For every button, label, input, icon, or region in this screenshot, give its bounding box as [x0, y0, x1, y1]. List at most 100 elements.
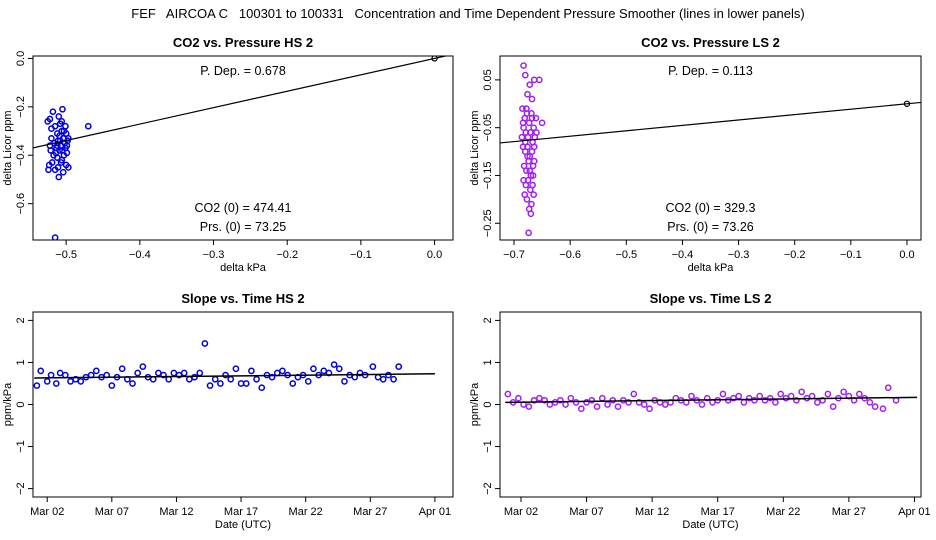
x-tick-label: Apr 01: [419, 506, 451, 518]
data-point: [525, 403, 533, 410]
data-point: [523, 105, 530, 112]
x-tick-label: Apr 01: [898, 506, 930, 518]
data-point: [519, 105, 526, 112]
data-point: [57, 159, 65, 166]
data-point: [118, 365, 126, 373]
pressure-zero-label: Prs. (0) = 73.25: [200, 220, 287, 234]
data-point: [546, 401, 554, 408]
co2-zero-label: CO2 (0) = 329.3: [666, 201, 756, 215]
data-point: [640, 401, 648, 408]
x-tick-label: −0.1: [350, 249, 372, 261]
y-tick-label: 1: [482, 359, 494, 365]
x-tick-label: Mar 02: [504, 506, 538, 518]
data-point: [588, 396, 596, 404]
x-tick-label: −0.3: [728, 249, 750, 261]
data-point: [523, 196, 531, 203]
data-point: [567, 394, 575, 402]
data-point: [533, 129, 540, 136]
data-point: [829, 403, 837, 410]
data-point: [524, 176, 532, 184]
data-point: [47, 371, 55, 379]
data-point: [756, 392, 764, 400]
data-point: [55, 173, 63, 181]
data-point: [49, 108, 57, 116]
x-tick-label: −0.3: [203, 249, 225, 261]
data-point: [521, 138, 529, 146]
x-tick-label: 0.0: [899, 249, 914, 261]
x-axis-label: Date (UTC): [215, 519, 271, 531]
data-point: [395, 363, 403, 371]
co2-zero-label: CO2 (0) = 474.41: [195, 201, 292, 215]
data-point: [521, 71, 529, 79]
data-point: [719, 390, 727, 398]
data-point: [871, 403, 879, 410]
chart-title: CO2 vs. Pressure LS 2: [641, 35, 780, 50]
data-point: [735, 392, 743, 400]
data-point: [819, 396, 826, 404]
data-point: [330, 361, 338, 368]
data-point: [856, 390, 863, 398]
x-tick-label: Mar 12: [159, 506, 193, 518]
y-tick-label: 0.05: [482, 69, 494, 90]
data-point: [524, 90, 531, 98]
data-point: [529, 181, 536, 189]
data-point: [532, 114, 540, 122]
data-point: [374, 373, 382, 381]
x-tick-label: Mar 07: [95, 506, 129, 518]
data-point: [59, 147, 66, 154]
plot-area: [33, 340, 435, 392]
x-tick-label: Mar 22: [289, 506, 323, 518]
data-point: [892, 396, 900, 404]
data-point: [67, 378, 74, 385]
pressure-dependence-label: P. Dep. = 0.113: [668, 64, 753, 78]
data-point: [535, 76, 543, 84]
x-axis-label: delta kPa: [220, 262, 267, 274]
data-point: [63, 142, 71, 149]
data-point: [593, 403, 601, 410]
data-point: [65, 164, 72, 171]
data-point: [703, 394, 711, 402]
y-tick-label: −2: [15, 482, 27, 495]
data-point: [84, 122, 92, 130]
y-tick-label: −0.05: [482, 114, 494, 142]
data-point: [61, 371, 69, 379]
data-point: [661, 401, 669, 408]
data-point: [572, 399, 580, 406]
origin-point: [903, 100, 911, 107]
data-point: [268, 373, 276, 381]
data-point: [335, 365, 343, 373]
data-point: [518, 133, 526, 141]
pressure-dependence-label: P. Dep. = 0.678: [200, 64, 286, 78]
data-point: [777, 390, 785, 398]
data-point: [530, 191, 538, 198]
y-tick-label: −2: [482, 482, 494, 495]
data-point: [54, 164, 62, 171]
data-point: [528, 114, 536, 122]
x-tick-label: −0.2: [276, 249, 298, 261]
data-point: [646, 405, 653, 413]
data-point: [609, 396, 617, 404]
x-tick-label: −0.2: [784, 249, 806, 261]
data-point: [33, 382, 41, 389]
y-tick-label: 0: [15, 401, 27, 407]
data-point: [523, 167, 530, 175]
data-point: [538, 119, 546, 127]
data-point: [528, 200, 535, 208]
data-point: [56, 369, 64, 377]
y-tick-label: −1: [482, 440, 494, 453]
data-point: [840, 388, 847, 396]
y-tick-label: −0.6: [15, 193, 27, 215]
data-point: [814, 399, 821, 406]
data-point: [541, 396, 548, 404]
data-point: [52, 380, 60, 387]
panel-3: Slope vs. Time HS 2 Mar 02 Mar 07 Mar 12 Mar…: [2, 291, 454, 531]
x-tick-label: −0.4: [672, 249, 694, 261]
data-point: [170, 369, 178, 377]
data-point: [160, 371, 167, 379]
data-point: [320, 367, 328, 375]
y-tick-label: −0.25: [482, 209, 494, 237]
data-point: [526, 81, 534, 89]
data-point: [134, 369, 142, 377]
pressure-zero-label: Prs. (0) = 73.26: [667, 220, 754, 234]
